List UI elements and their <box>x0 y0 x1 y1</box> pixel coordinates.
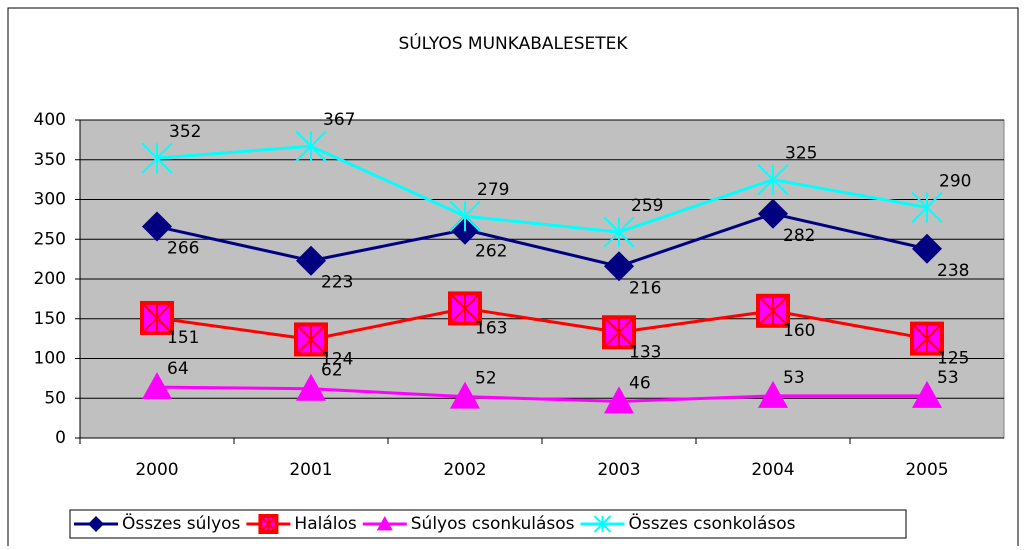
data-label: 125 <box>937 349 969 369</box>
marker-triangle <box>376 516 393 531</box>
legend-box <box>69 509 907 539</box>
chart-title: SÚLYOS MUNKABALESETEK <box>398 32 628 54</box>
y-tick-label: 50 <box>44 388 66 408</box>
data-label: 46 <box>629 373 651 393</box>
data-label: 151 <box>167 328 199 348</box>
data-label: 352 <box>169 122 201 142</box>
marker-triangle <box>142 372 172 400</box>
data-label: 52 <box>475 369 497 389</box>
data-label: 53 <box>783 368 805 388</box>
x-tick-label: 2005 <box>905 460 948 480</box>
data-label: 266 <box>167 239 199 259</box>
marker-square <box>602 315 636 350</box>
marker-triangle <box>296 373 326 401</box>
marker-triangle <box>604 386 634 414</box>
marker-square <box>910 321 944 356</box>
marker-square <box>294 322 328 357</box>
marker-square <box>140 300 174 335</box>
marker-square <box>756 293 790 328</box>
x-tick-label: 2003 <box>597 460 640 480</box>
marker-square <box>258 514 279 534</box>
marker-diamond <box>604 251 634 282</box>
data-label: 290 <box>939 171 971 191</box>
legend-label: Összes csonkolásos <box>629 512 796 534</box>
data-label: 259 <box>631 196 663 216</box>
x-tick-label: 2001 <box>289 460 332 480</box>
x-tick-label: 2002 <box>443 460 486 480</box>
y-tick-label: 250 <box>34 229 66 249</box>
data-label: 62 <box>321 361 343 381</box>
marker-x <box>603 216 635 248</box>
marker-x <box>295 130 327 162</box>
data-label: 367 <box>323 110 355 130</box>
x-tick-label: 2004 <box>751 460 794 480</box>
line <box>156 212 928 268</box>
marker-diamond <box>296 245 326 276</box>
marker-x <box>757 163 789 196</box>
marker-diamond <box>142 211 172 242</box>
data-label: 238 <box>937 261 969 281</box>
x-tick-label: 2000 <box>135 460 178 480</box>
marker-diamond <box>912 233 942 264</box>
data-label: 163 <box>475 318 507 338</box>
line <box>156 144 928 234</box>
y-tick-label: 350 <box>34 150 66 170</box>
y-tick-label: 200 <box>34 269 66 289</box>
data-label: 53 <box>937 368 959 388</box>
marker-x <box>593 515 612 533</box>
marker-x <box>141 142 173 174</box>
marker-triangle <box>450 381 480 409</box>
data-label: 262 <box>475 242 507 262</box>
data-label: 282 <box>783 226 815 246</box>
data-label: 64 <box>167 359 189 379</box>
y-tick-label: 100 <box>34 349 66 369</box>
marker-triangle <box>912 380 942 408</box>
y-tick-label: 300 <box>34 190 66 210</box>
marker-x <box>911 191 943 224</box>
data-label: 216 <box>629 278 661 298</box>
marker-triangle <box>758 380 788 408</box>
legend-label: Összes súlyos <box>122 512 241 534</box>
line <box>156 385 927 403</box>
legend-label: Halálos <box>294 514 356 534</box>
marker-square <box>448 291 482 326</box>
legend-label: Súlyos csonkulásos <box>411 514 575 534</box>
marker-x <box>449 200 481 232</box>
y-tick-label: 0 <box>55 428 66 448</box>
y-tick-label: 150 <box>34 309 66 329</box>
y-tick-label: 400 <box>34 110 66 130</box>
data-label: 279 <box>477 180 509 200</box>
marker-diamond <box>88 516 104 532</box>
data-label: 325 <box>785 144 817 164</box>
marker-diamond <box>758 198 788 229</box>
data-label: 223 <box>321 273 353 293</box>
data-label: 124 <box>321 349 353 369</box>
line <box>156 306 928 341</box>
data-label: 160 <box>783 321 815 341</box>
data-label: 133 <box>629 342 661 362</box>
